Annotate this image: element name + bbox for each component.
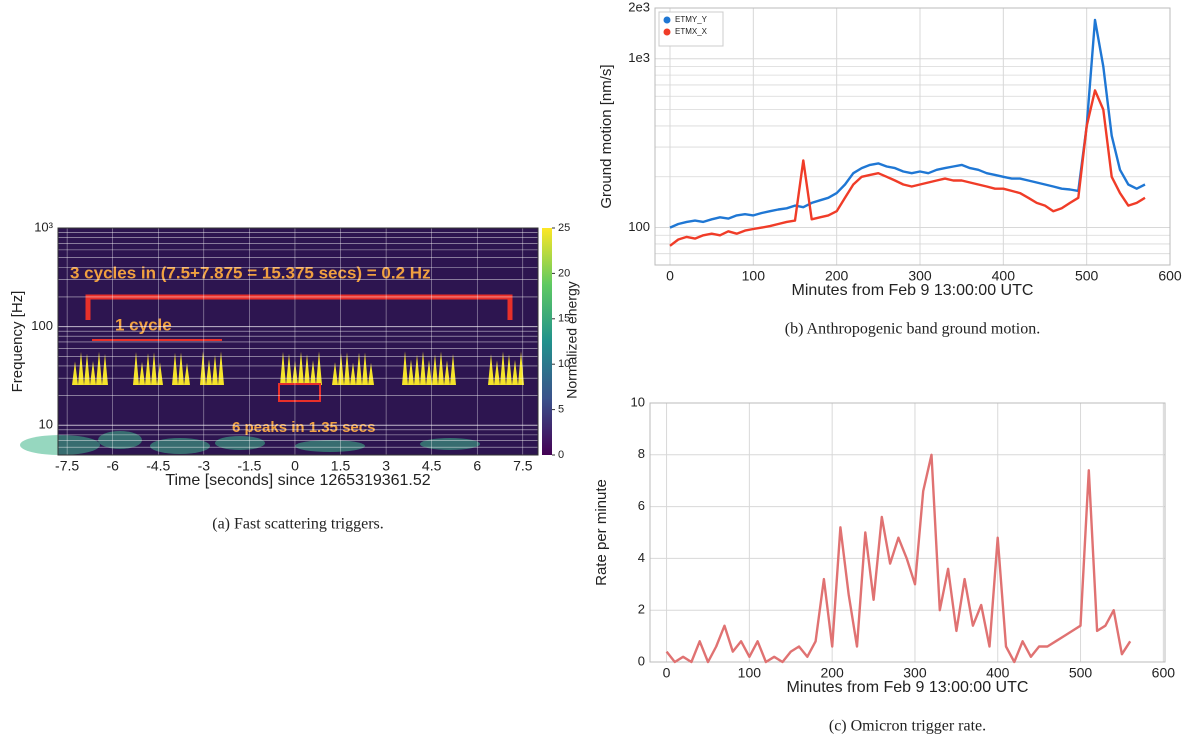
- colorbar-tick-label: 0: [558, 449, 564, 461]
- x-tick-label: 200: [825, 268, 849, 284]
- x-tick-label: 100: [742, 268, 766, 284]
- plot-frame: [649, 402, 1166, 663]
- x-tick-label: 600: [1152, 665, 1176, 681]
- y-tick-label: 1e3: [628, 50, 650, 65]
- annotation: 6 peaks in 1.35 secs: [232, 419, 375, 436]
- colorbar-tick-label: 10: [558, 358, 570, 370]
- plot-frame: [654, 7, 1171, 266]
- legend-label: ETMX_X: [675, 27, 708, 36]
- burst: [200, 351, 224, 385]
- y-tick-label: 10: [39, 417, 53, 432]
- x-tick-label: 100: [738, 665, 762, 681]
- y-axis-label: Frequency [Hz]: [9, 291, 26, 393]
- burst: [72, 351, 108, 385]
- y-tick-label: 100: [31, 318, 53, 333]
- x-tick-label: 400: [986, 665, 1010, 681]
- x-tick-label: -3: [198, 458, 211, 474]
- series-line: [669, 89, 1146, 247]
- low-frequency-blob: [215, 436, 265, 450]
- burst: [332, 352, 374, 385]
- y-tick-label: 2e3: [628, 0, 650, 14]
- y-tick-label: 0: [638, 653, 645, 668]
- x-tick-label: 400: [992, 268, 1016, 284]
- low-frequency-blob: [295, 440, 365, 452]
- y-tick-label: 100: [628, 219, 650, 234]
- burst: [488, 351, 524, 385]
- burst: [133, 352, 163, 385]
- colorbar-tick-label: 20: [558, 267, 570, 279]
- y-tick-label: 10: [631, 394, 645, 409]
- y-axis-label: Rate per minute: [593, 479, 610, 586]
- x-tick-label: 6: [473, 458, 481, 474]
- x-tick-label: 500: [1069, 665, 1093, 681]
- x-tick-label: 0: [666, 268, 674, 284]
- x-tick-label: -4.5: [146, 458, 170, 474]
- x-tick-label: -1.5: [237, 458, 261, 474]
- annotation: 1 cycle: [115, 315, 172, 334]
- legend-swatch: [663, 16, 671, 24]
- low-frequency-blob: [420, 438, 480, 450]
- y-axis-label: Ground motion [nm/s]: [598, 64, 615, 208]
- x-tick-label: 0: [663, 665, 671, 681]
- legend-box: [658, 11, 724, 47]
- legend-swatch: [663, 28, 671, 36]
- colorbar-tick-label: 5: [558, 404, 564, 416]
- y-tick-label: 8: [638, 446, 645, 461]
- x-tick-label: 200: [820, 665, 844, 681]
- spectrogram-background: [58, 228, 538, 455]
- colorbar: [542, 228, 552, 455]
- peaks-box: [278, 383, 321, 402]
- colorbar-label: Normalized energy: [564, 281, 580, 399]
- x-tick-label: 600: [1158, 268, 1182, 284]
- caption: (a) Fast scattering triggers.: [212, 516, 384, 533]
- y-tick-label: 2: [638, 602, 645, 617]
- plot-frame: [57, 227, 539, 456]
- series-line: [665, 453, 1132, 664]
- colorbar-tick-label: 15: [558, 313, 570, 325]
- burst: [402, 351, 456, 385]
- y-tick-label: 6: [638, 498, 645, 513]
- x-tick-label: 7.5: [513, 458, 533, 474]
- x-tick-label: 300: [908, 268, 932, 284]
- x-tick-label: 4.5: [422, 458, 442, 474]
- x-tick-label: 300: [903, 665, 927, 681]
- low-frequency-blob: [150, 438, 210, 454]
- x-axis-label: Minutes from Feb 9 13:00:00 UTC: [792, 282, 1034, 299]
- colorbar-tick-label: 25: [558, 222, 570, 234]
- x-tick-label: 0: [291, 458, 299, 474]
- x-tick-label: 1.5: [331, 458, 351, 474]
- x-axis-label: Minutes from Feb 9 13:00:00 UTC: [787, 679, 1029, 696]
- low-frequency-blob: [20, 435, 100, 455]
- burst: [280, 351, 322, 385]
- x-tick-label: 3: [382, 458, 390, 474]
- x-axis-label: Time [seconds] since 1265319361.52: [165, 472, 430, 489]
- caption: (b) Anthropogenic band ground motion.: [785, 321, 1041, 338]
- x-tick-label: 500: [1075, 268, 1099, 284]
- low-frequency-blob: [98, 431, 142, 449]
- legend-label: ETMY_Y: [675, 15, 708, 24]
- x-tick-label: -7.5: [55, 458, 79, 474]
- y-tick-label: 4: [638, 550, 645, 565]
- x-tick-label: -6: [106, 458, 119, 474]
- y-tick-label: 10³: [34, 219, 53, 234]
- burst: [172, 352, 190, 385]
- caption: (c) Omicron trigger rate.: [829, 718, 986, 735]
- series-line: [669, 18, 1146, 229]
